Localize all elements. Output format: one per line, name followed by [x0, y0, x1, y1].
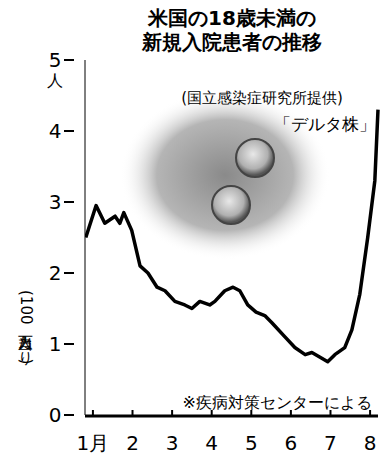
y-tick-label: 2	[49, 261, 62, 285]
x-axis-line	[85, 415, 378, 418]
title: 新規入院患者の推移	[141, 30, 322, 54]
y-tick	[64, 414, 74, 416]
y-unit: 人	[47, 71, 63, 90]
y-axis: 0 1 2 3 4 5	[49, 48, 85, 427]
chart: 米国の18歳未満の新規入院患者の推移 (国立感染症研究所提供) 「デルタ株」 0 1 2 3…	[0, 0, 383, 462]
y-tick-label: 4	[49, 119, 62, 143]
y-tick	[64, 272, 74, 274]
x-tick-label: 1月	[77, 431, 110, 455]
y-tick-label: 1	[49, 332, 62, 356]
x-tick-label: 7	[324, 431, 337, 455]
y-tick	[64, 130, 74, 132]
y-tick	[64, 201, 74, 203]
x-tick-label: 4	[205, 431, 218, 455]
y-tick	[64, 59, 74, 61]
y-axis-label: (100万人当たり)	[17, 290, 35, 366]
x-tick-label: 5	[245, 431, 258, 455]
x-tick-label: 6	[285, 431, 298, 455]
y-axis-line	[85, 60, 86, 415]
y-tick-label: 3	[49, 190, 62, 214]
plot	[86, 110, 378, 362]
x-tick	[171, 410, 173, 417]
x-tick	[132, 410, 134, 417]
title: 米国の18歳未満の	[147, 6, 316, 30]
y-tick-label: 5	[49, 48, 62, 72]
x-tick-label: 3	[166, 431, 179, 455]
x-axis: 1月 2 3 4 5 6 7 8	[77, 410, 378, 455]
photo-credit: (国立感染症研究所提供)	[181, 89, 343, 107]
line	[86, 110, 378, 362]
x-tick-label: 2	[126, 431, 139, 455]
x-tick-label: 8	[364, 431, 377, 455]
y-tick	[64, 343, 74, 345]
photo-caption: 「デルタ株」	[274, 114, 376, 134]
note: ※疾病対策センターによる	[183, 393, 372, 412]
y-tick-label: 0	[49, 403, 62, 427]
x-tick	[92, 410, 94, 417]
